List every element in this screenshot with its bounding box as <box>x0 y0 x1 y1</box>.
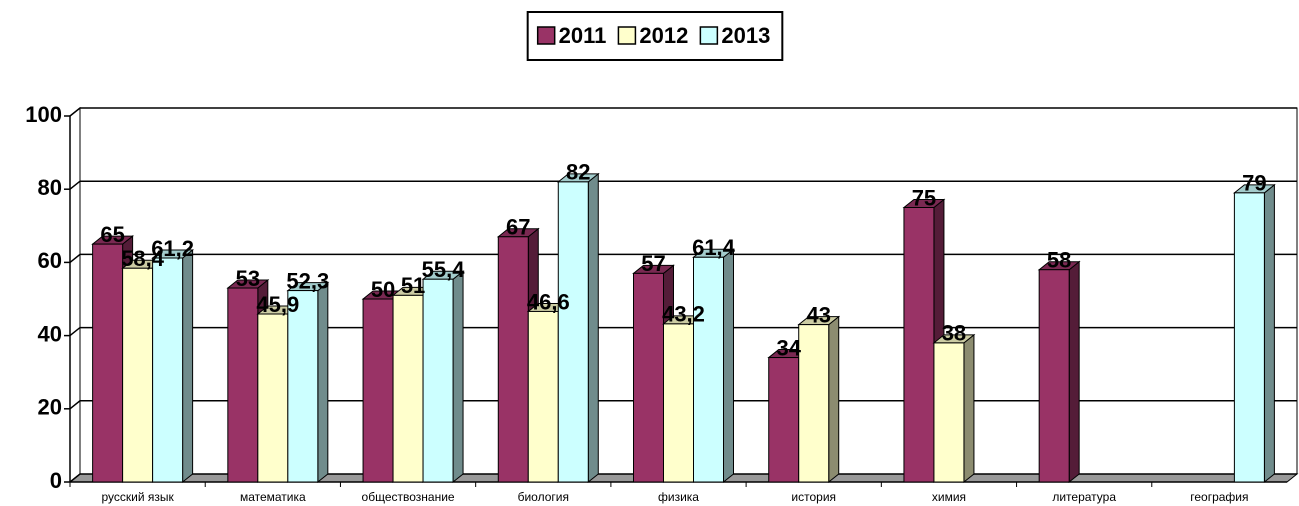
bar-front <box>422 278 454 483</box>
data-label: 50 <box>371 277 395 302</box>
bar <box>421 270 465 484</box>
legend-box <box>526 11 784 61</box>
bar-front <box>92 243 124 483</box>
bar-front <box>392 294 424 483</box>
grid-line <box>69 180 1297 190</box>
bar-front <box>663 323 694 483</box>
legend-swatch <box>617 26 637 45</box>
bar <box>556 172 600 484</box>
bar-front <box>1038 269 1070 483</box>
bar-front <box>362 298 394 483</box>
x-tick-label: химия <box>932 490 966 504</box>
bar-side <box>1068 260 1080 484</box>
data-label: 53 <box>236 266 260 291</box>
bar-front <box>933 342 965 483</box>
side-wall <box>69 106 81 484</box>
y-tick-label: 0 <box>50 468 62 493</box>
x-tick-label: литература <box>1052 490 1116 504</box>
bar-front <box>527 310 559 483</box>
data-label: 46,6 <box>527 289 570 314</box>
data-label: 65 <box>100 222 124 247</box>
y-tick-label: 80 <box>38 175 62 200</box>
bar-front <box>798 324 830 483</box>
grid-line <box>69 107 1297 117</box>
bar <box>692 248 735 484</box>
legend-label: 2011 <box>559 23 607 48</box>
bar-side <box>317 281 329 484</box>
x-tick-label: физика <box>658 490 699 504</box>
bar <box>932 333 976 484</box>
bar-side <box>182 248 194 484</box>
grid-line <box>69 400 1297 410</box>
y-tick-label: 20 <box>38 395 62 420</box>
data-label: 43 <box>806 302 830 327</box>
data-label: 43,2 <box>662 302 705 327</box>
bar <box>797 315 841 484</box>
bar-front <box>693 256 724 483</box>
legend-label: 2012 <box>639 23 688 48</box>
data-label: 58 <box>1047 248 1071 273</box>
bar-front <box>227 287 259 483</box>
data-label: 38 <box>942 321 966 346</box>
legend-swatch <box>699 26 719 45</box>
data-label: 58,4 <box>121 246 165 271</box>
data-label: 45,9 <box>256 292 299 317</box>
x-tick-label: история <box>791 490 836 504</box>
y-tick-label: 60 <box>38 248 62 273</box>
x-tick-label: русский язык <box>101 490 174 504</box>
data-label: 67 <box>506 215 530 240</box>
bar-front <box>122 267 154 483</box>
bar-front <box>287 290 319 483</box>
data-label: 75 <box>912 185 936 210</box>
y-tick-label: 100 <box>25 102 62 127</box>
bar-side <box>1263 183 1275 484</box>
bar-side <box>452 270 464 484</box>
grid-line <box>69 253 1297 263</box>
data-label: 34 <box>776 335 801 360</box>
x-tick-label: география <box>1190 490 1248 504</box>
data-label: 51 <box>401 273 425 298</box>
data-label: 57 <box>641 251 665 276</box>
y-tick-label: 40 <box>38 321 62 346</box>
legend-swatch <box>536 26 556 45</box>
grid-line <box>69 326 1297 337</box>
data-label: 82 <box>566 160 590 185</box>
bar-front <box>497 236 529 483</box>
bar-side <box>587 172 599 484</box>
data-label: 61,4 <box>692 235 736 260</box>
data-label: 52,3 <box>286 268 329 293</box>
data-label: 55,4 <box>422 257 466 282</box>
bar-side <box>723 248 734 484</box>
x-tick-label: математика <box>240 490 306 504</box>
legend: 2011 2012 2013 <box>526 11 784 61</box>
bar <box>151 248 195 484</box>
grid-line <box>69 473 1297 483</box>
bar-front <box>1233 192 1265 483</box>
x-tick-label: биология <box>518 490 569 504</box>
bar-side <box>828 315 840 484</box>
x-tick-label: обществознание <box>362 490 455 504</box>
bar-front <box>633 272 664 483</box>
data-label: 79 <box>1242 171 1266 196</box>
bar <box>1232 183 1276 484</box>
bar <box>1037 260 1081 484</box>
bar-front <box>903 207 935 483</box>
data-label: 61,2 <box>151 236 194 261</box>
bar-front <box>257 313 289 483</box>
legend-label: 2013 <box>721 23 770 48</box>
bar <box>286 281 330 484</box>
bar-front <box>768 357 800 483</box>
bar-front <box>557 181 589 483</box>
bar-side <box>963 333 975 484</box>
bar-front <box>152 257 184 483</box>
